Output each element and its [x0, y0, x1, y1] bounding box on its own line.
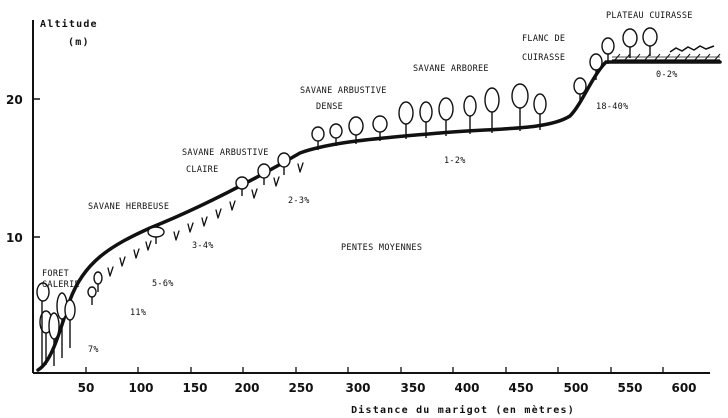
- ground-profile-curve: [36, 60, 722, 372]
- slope-11: 11%: [130, 308, 146, 318]
- x-tick-label-550: 550: [617, 381, 642, 395]
- savanna-trees: [311, 27, 658, 150]
- y-tick-label-20: 20: [6, 93, 23, 107]
- slope-2-3: 2-3%: [288, 196, 310, 206]
- zone-arbustive-claire-line1: SAVANE ARBUSTIVE: [182, 148, 269, 158]
- zone-arbustive-claire-line2: CLAIRE: [186, 165, 219, 175]
- x-tick-label-600: 600: [671, 381, 696, 395]
- zone-flanc-line2: CUIRASSE: [522, 53, 565, 63]
- y-axis-title-line1: Altitude: [40, 18, 98, 30]
- x-tick-label-200: 200: [234, 381, 259, 395]
- cuirasse-hatching: [612, 45, 721, 62]
- x-tick-label-100: 100: [128, 381, 153, 395]
- grass-tufts: [107, 162, 304, 277]
- slope-5-6: 5-6%: [152, 279, 174, 289]
- slope-labels: 7% 11% 5-6% 3-4% 2-3% 1-2% 18-40% 0-2%: [88, 70, 678, 355]
- slope-1-2: 1-2%: [444, 156, 466, 166]
- x-tick-label-500: 500: [563, 381, 588, 395]
- x-tick-label-150: 150: [182, 381, 207, 395]
- axes: [32, 20, 710, 374]
- y-ticks: 20 10: [6, 93, 40, 245]
- slope-3-4: 3-4%: [192, 241, 214, 251]
- zone-pentes-moyennes: PENTES MOYENNES: [341, 243, 422, 253]
- y-axis-title-line2: (m): [68, 37, 90, 48]
- x-axis-title: Distance du marigot (en mètres): [351, 404, 575, 416]
- x-tick-label-400: 400: [454, 381, 479, 395]
- zone-flanc-line1: FLANC DE: [522, 34, 565, 44]
- gallery-forest-trees: [36, 271, 103, 366]
- x-tick-label-50: 50: [78, 381, 95, 395]
- zone-arboree: SAVANE ARBOREE: [413, 64, 489, 74]
- slope-7: 7%: [88, 345, 99, 355]
- y-tick-label-10: 10: [6, 231, 23, 245]
- x-ticks: 50 100 150 200 250 300 350 400 450 500 5…: [78, 367, 697, 395]
- x-tick-label-300: 300: [345, 381, 370, 395]
- x-tick-label-450: 450: [508, 381, 533, 395]
- zone-foret-line2: GALERIE: [42, 280, 80, 290]
- slope-0-2: 0-2%: [656, 70, 678, 80]
- zone-labels: FORET GALERIE SAVANE HERBEUSE SAVANE ARB…: [42, 11, 693, 290]
- zone-arbustive-dense-line1: SAVANE ARBUSTIVE: [300, 86, 387, 96]
- shrubs-claire: [147, 152, 291, 244]
- x-tick-label-350: 350: [400, 381, 425, 395]
- slope-18-40: 18-40%: [596, 102, 629, 112]
- zone-foret-line1: FORET: [42, 269, 69, 279]
- x-tick-label-250: 250: [288, 381, 313, 395]
- zone-savane-herbeuse: SAVANE HERBEUSE: [88, 202, 169, 212]
- zone-arbustive-dense-line2: DENSE: [316, 102, 343, 112]
- zone-plateau: PLATEAU CUIRASSE: [606, 11, 693, 21]
